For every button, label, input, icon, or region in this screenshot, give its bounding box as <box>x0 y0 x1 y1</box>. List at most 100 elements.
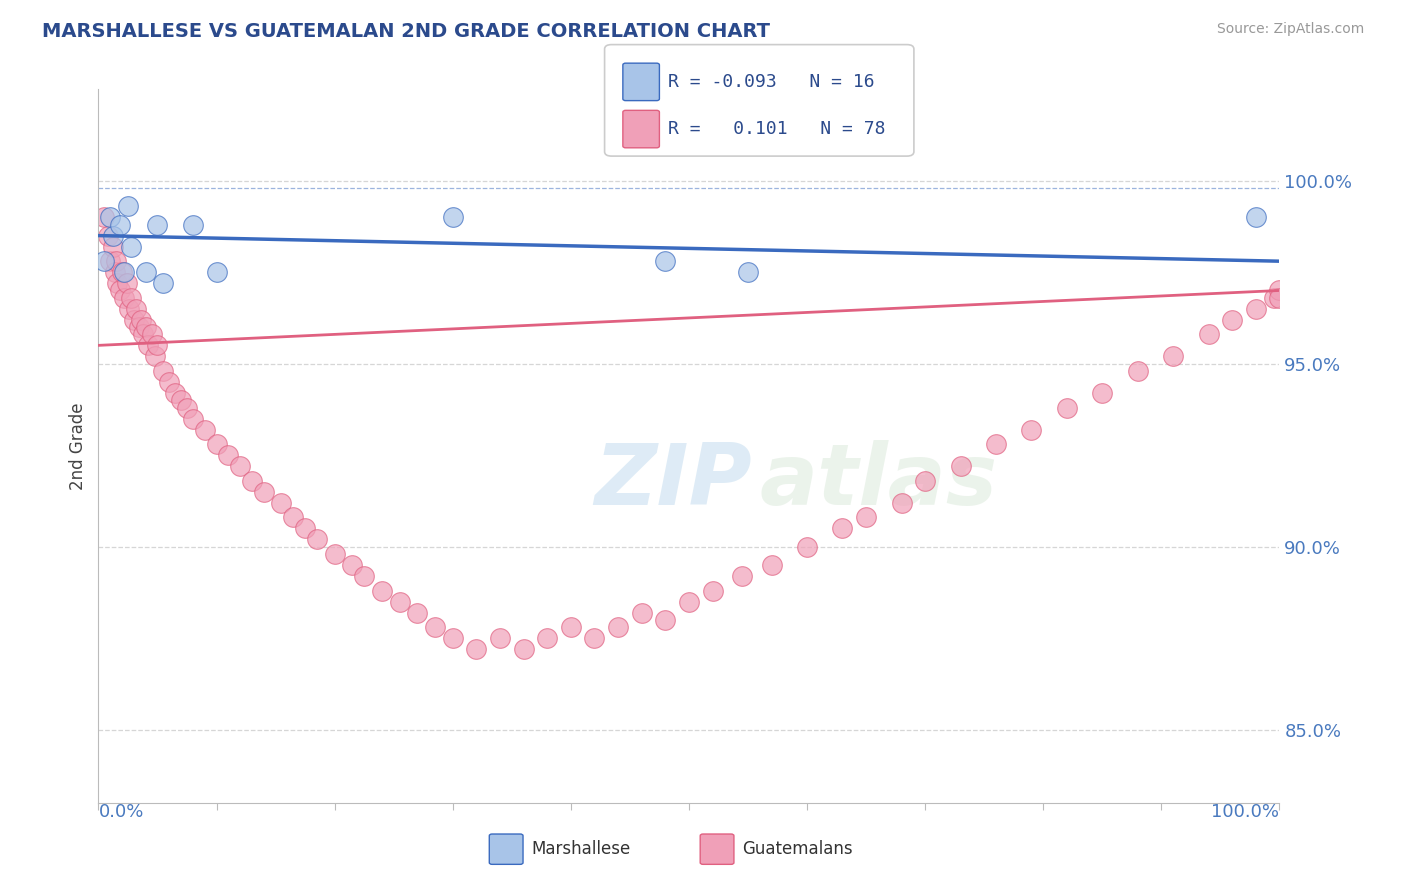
Point <box>205 437 228 451</box>
Point <box>294 521 316 535</box>
Point <box>607 620 630 634</box>
Point <box>305 533 328 547</box>
Point <box>115 276 138 290</box>
Point <box>253 484 276 499</box>
Point <box>388 594 411 608</box>
Point <box>1244 301 1267 316</box>
Point <box>98 254 121 268</box>
Point <box>536 631 558 645</box>
Point <box>855 510 877 524</box>
Point <box>132 327 155 342</box>
Text: Marshallese: Marshallese <box>531 840 631 858</box>
Point <box>108 218 131 232</box>
Point <box>181 218 204 232</box>
Point <box>1220 312 1243 326</box>
Point <box>283 510 305 524</box>
Point <box>128 320 150 334</box>
Point <box>98 211 121 225</box>
Point <box>240 474 263 488</box>
Point <box>423 620 446 634</box>
Point <box>984 437 1007 451</box>
Point <box>796 540 818 554</box>
Point <box>112 291 135 305</box>
Point <box>890 496 912 510</box>
Point <box>1056 401 1078 415</box>
Text: 100.0%: 100.0% <box>1212 803 1279 821</box>
Point <box>146 218 169 232</box>
Point <box>217 448 239 462</box>
Text: atlas: atlas <box>759 440 998 524</box>
Point <box>1244 211 1267 225</box>
Point <box>630 606 652 620</box>
Point <box>141 327 163 342</box>
Point <box>560 620 582 634</box>
Point <box>104 265 127 279</box>
Point <box>270 496 292 510</box>
Point <box>101 228 124 243</box>
Point <box>949 459 972 474</box>
Point <box>125 301 148 316</box>
Point <box>731 569 754 583</box>
Point <box>1263 291 1285 305</box>
Point <box>406 606 429 620</box>
Point <box>323 547 346 561</box>
Point <box>465 642 488 657</box>
Point <box>371 583 394 598</box>
Point <box>342 558 364 572</box>
Text: Source: ZipAtlas.com: Source: ZipAtlas.com <box>1216 22 1364 37</box>
Point <box>146 338 169 352</box>
Text: ZIP: ZIP <box>595 440 752 524</box>
Point <box>1268 284 1291 298</box>
Point <box>702 583 724 598</box>
Point <box>121 291 143 305</box>
Text: R =   0.101   N = 78: R = 0.101 N = 78 <box>668 120 886 138</box>
Point <box>97 228 120 243</box>
Point <box>914 474 936 488</box>
Point <box>129 312 152 326</box>
Point <box>737 265 759 279</box>
Point <box>108 284 131 298</box>
Point <box>105 276 128 290</box>
Point <box>654 613 676 627</box>
Point <box>583 631 606 645</box>
Point <box>1091 386 1114 401</box>
Y-axis label: 2nd Grade: 2nd Grade <box>69 402 87 490</box>
Point <box>136 338 159 352</box>
Point <box>441 631 464 645</box>
Point <box>229 459 252 474</box>
Point <box>135 265 157 279</box>
Point <box>121 239 143 253</box>
Point <box>205 265 228 279</box>
Point <box>93 254 115 268</box>
Point <box>489 631 512 645</box>
Text: R = -0.093   N = 16: R = -0.093 N = 16 <box>668 73 875 91</box>
Point <box>678 594 700 608</box>
Point <box>152 276 174 290</box>
Point <box>135 320 157 334</box>
Point <box>93 211 115 225</box>
Point <box>157 375 180 389</box>
Point <box>118 301 141 316</box>
Point <box>101 239 124 253</box>
Point <box>1198 327 1220 342</box>
Point <box>122 312 145 326</box>
Point <box>761 558 783 572</box>
Point <box>1161 349 1184 363</box>
Text: 0.0%: 0.0% <box>98 803 143 821</box>
Point <box>111 265 134 279</box>
Point <box>1126 364 1149 378</box>
Point <box>353 569 375 583</box>
Point <box>170 393 193 408</box>
Point <box>1268 291 1291 305</box>
Point <box>441 211 464 225</box>
Point <box>165 386 187 401</box>
Text: Guatemalans: Guatemalans <box>742 840 853 858</box>
Point <box>194 423 217 437</box>
Point <box>654 254 676 268</box>
Point <box>176 401 198 415</box>
Point <box>112 265 135 279</box>
Point <box>117 199 139 213</box>
Point <box>152 364 174 378</box>
Point <box>512 642 534 657</box>
Text: MARSHALLESE VS GUATEMALAN 2ND GRADE CORRELATION CHART: MARSHALLESE VS GUATEMALAN 2ND GRADE CORR… <box>42 22 770 41</box>
